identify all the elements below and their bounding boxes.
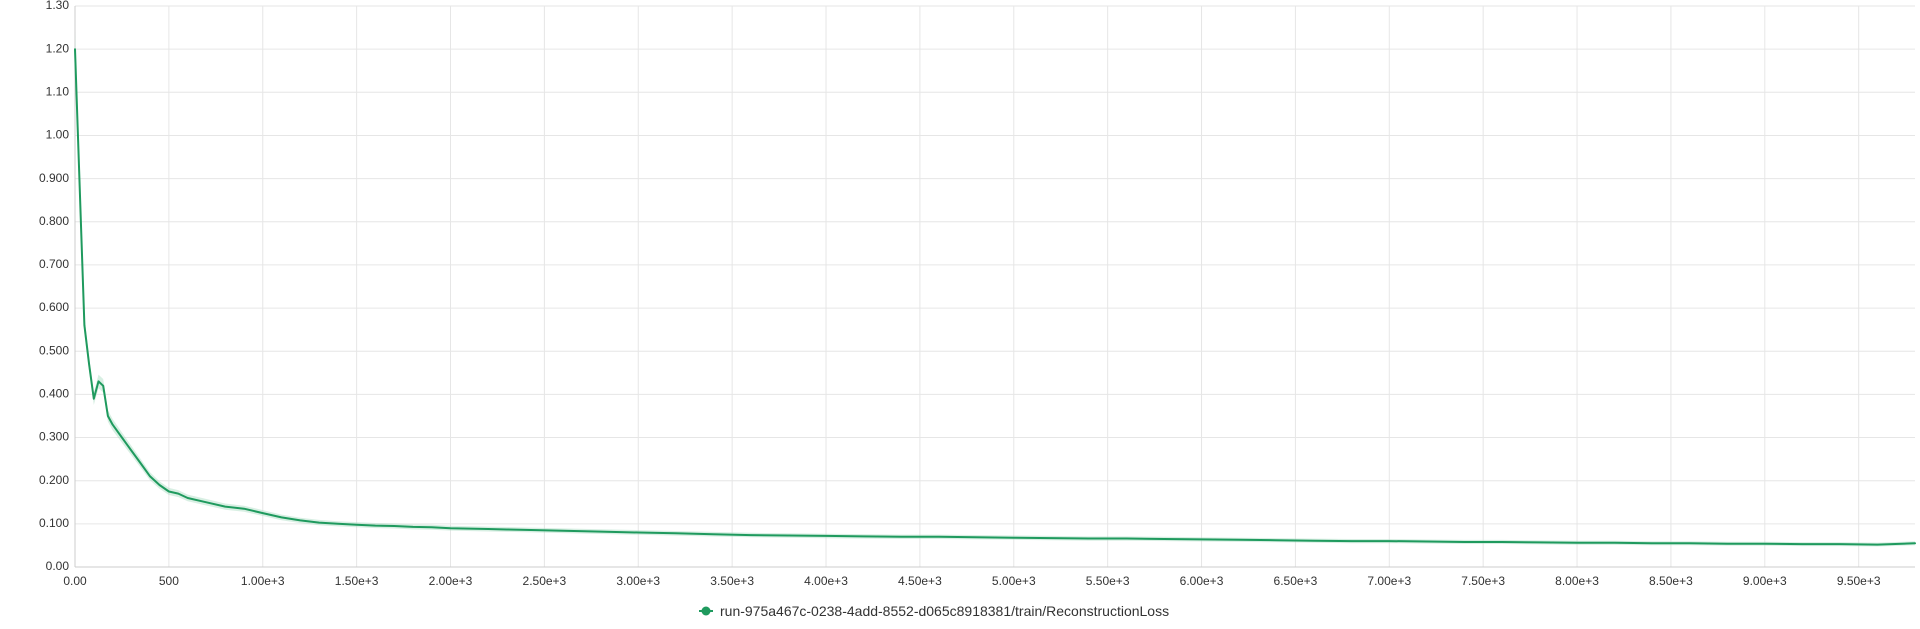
x-tick-label: 2.50e+3 [523,574,567,588]
grid-lines [74,5,1915,568]
series-line [74,48,1916,546]
legend-label[interactable]: run-975a467c-0238-4add-8552-d065c8918381… [720,603,1169,619]
series-layer [74,48,1916,546]
x-tick-label: 9.50e+3 [1837,574,1881,588]
x-tick-label: 8.50e+3 [1649,574,1693,588]
y-tick-label: 1.20 [46,41,70,55]
y-tick-label: 1.10 [46,84,70,98]
y-axis-ticks: 0.00 0.100 0.200 0.300 0.400 0.500 0.600 0.700 0… [39,0,69,573]
legend[interactable]: run-975a467c-0238-4add-8552-d065c8918381… [699,603,1169,619]
y-tick-label: 0.900 [39,171,69,185]
x-tick-label: 5.50e+3 [1086,574,1130,588]
x-tick-label: 1.50e+3 [335,574,379,588]
x-tick-label: 3.50e+3 [710,574,754,588]
y-tick-label: 1.30 [46,0,70,12]
y-tick-label: 0.800 [39,214,69,228]
confidence-band [75,32,1915,547]
x-tick-label: 6.50e+3 [1274,574,1318,588]
x-tick-label: 5.00e+3 [992,574,1036,588]
axes [74,6,1915,568]
x-tick-label: 6.00e+3 [1180,574,1224,588]
y-tick-label: 0.200 [39,473,69,487]
y-tick-label: 0.100 [39,516,69,530]
x-tick-label: 500 [159,574,179,588]
x-tick-label: 7.50e+3 [1461,574,1505,588]
x-tick-label: 0.00 [63,574,87,588]
y-tick-label: 0.500 [39,343,69,357]
y-tick-label: 0.400 [39,387,69,401]
y-tick-label: 0.00 [46,559,70,573]
legend-series-marker [701,606,711,616]
y-tick-label: 1.00 [46,128,70,142]
x-tick-label: 1.00e+3 [241,574,285,588]
series-band [75,32,1915,547]
x-tick-label: 4.00e+3 [804,574,848,588]
x-tick-label: 4.50e+3 [898,574,942,588]
x-tick-label: 2.00e+3 [429,574,473,588]
y-tick-label: 0.600 [39,300,69,314]
x-tick-label: 8.00e+3 [1555,574,1599,588]
x-axis-ticks: 0.00 500 1.00e+3 1.50e+3 2.00e+3 2.50e+3 3.00e… [63,574,1881,588]
y-tick-label: 0.300 [39,430,69,444]
x-tick-label: 9.00e+3 [1743,574,1787,588]
y-tick-label: 0.700 [39,257,69,271]
x-tick-label: 3.00e+3 [616,574,660,588]
x-tick-label: 7.00e+3 [1367,574,1411,588]
